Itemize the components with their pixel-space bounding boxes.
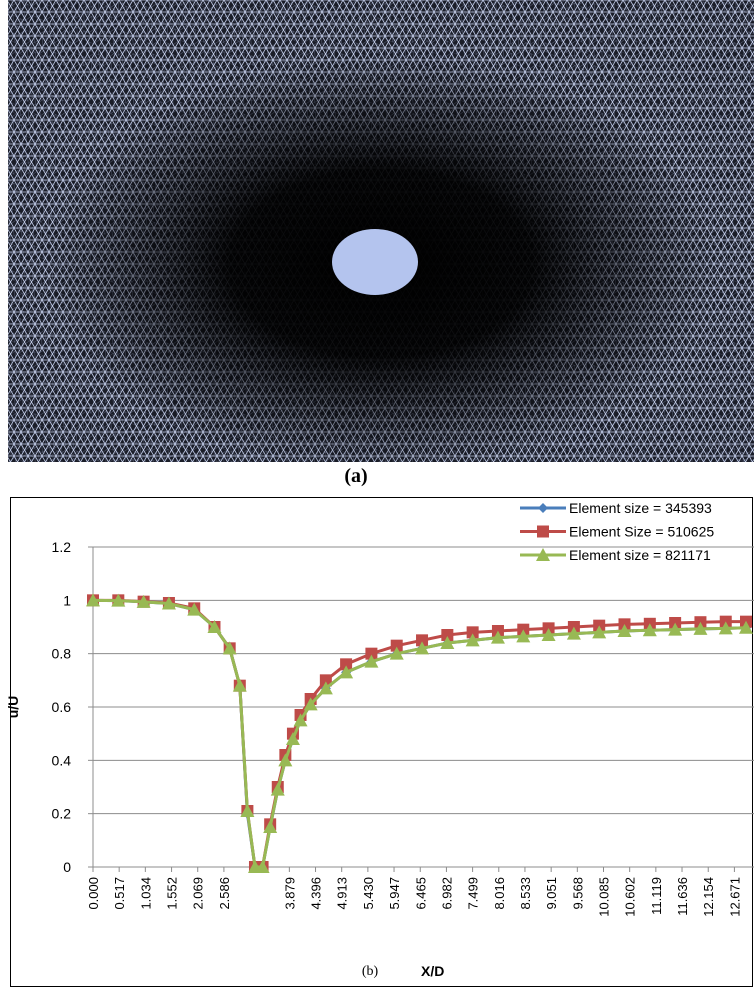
marker bbox=[207, 620, 222, 633]
cylinder bbox=[332, 229, 418, 295]
marker bbox=[111, 593, 126, 607]
x-tick-label: 6.982 bbox=[439, 877, 454, 910]
marker bbox=[718, 621, 733, 635]
panel-a-label: (a) bbox=[344, 465, 367, 487]
marker bbox=[136, 594, 151, 608]
x-tick-label: 5.430 bbox=[361, 877, 376, 910]
marker bbox=[86, 593, 100, 607]
legend-label: Element Size = 510625 bbox=[569, 524, 714, 540]
marker bbox=[642, 623, 657, 637]
x-axis-label: X/D bbox=[421, 963, 444, 979]
x-tick-label: 9.568 bbox=[570, 877, 585, 910]
x-tick-label: 6.465 bbox=[413, 877, 428, 910]
x-tick-label: 10.602 bbox=[623, 877, 638, 917]
marker bbox=[739, 620, 753, 634]
x-tick-label: 7.499 bbox=[466, 877, 481, 910]
marker bbox=[222, 641, 237, 655]
marker bbox=[364, 654, 379, 668]
caption: (b) bbox=[362, 964, 379, 979]
marker bbox=[293, 713, 308, 727]
legend-label: Element size = 821171 bbox=[569, 547, 711, 563]
marker bbox=[465, 633, 480, 647]
x-tick-label: 5.947 bbox=[387, 877, 402, 910]
marker bbox=[440, 636, 455, 649]
marker bbox=[240, 804, 255, 817]
marker bbox=[318, 681, 333, 695]
marker bbox=[566, 626, 581, 640]
marker bbox=[541, 628, 556, 641]
marker bbox=[490, 630, 505, 644]
x-tick-label: 8.533 bbox=[518, 877, 533, 910]
x-tick-label: 0.517 bbox=[112, 877, 127, 910]
marker bbox=[365, 647, 378, 660]
x-tick-label: 1.552 bbox=[165, 877, 180, 910]
chart-frame bbox=[10, 497, 753, 987]
legend-label: Element size = 345393 bbox=[569, 500, 712, 516]
marker bbox=[263, 820, 278, 833]
marker bbox=[187, 602, 202, 616]
legend-marker bbox=[537, 525, 549, 538]
marker bbox=[668, 622, 683, 636]
y-tick-label: 0.4 bbox=[52, 752, 72, 768]
x-tick-label: 0.000 bbox=[86, 877, 101, 910]
marker bbox=[592, 625, 607, 639]
marker bbox=[255, 860, 270, 873]
marker bbox=[285, 732, 300, 745]
marker bbox=[339, 665, 354, 679]
x-tick-label: 3.879 bbox=[282, 877, 297, 910]
x-tick-label: 9.051 bbox=[544, 877, 559, 910]
marker bbox=[441, 629, 454, 641]
x-tick-label: 11.636 bbox=[675, 877, 690, 916]
y-tick-label: 1 bbox=[63, 592, 71, 608]
marker bbox=[278, 753, 293, 767]
marker bbox=[232, 678, 247, 692]
x-tick-label: 1.034 bbox=[138, 877, 153, 910]
x-tick-label: 4.913 bbox=[335, 877, 350, 910]
legend-marker bbox=[536, 548, 550, 561]
marker bbox=[303, 697, 318, 711]
y-tick-label: 0.6 bbox=[52, 699, 72, 715]
x-tick-label: 12.154 bbox=[701, 877, 716, 917]
marker bbox=[340, 658, 353, 671]
marker bbox=[270, 782, 285, 796]
y-tick-label: 0.8 bbox=[52, 646, 72, 662]
marker bbox=[466, 626, 479, 639]
y-tick-label: 0.2 bbox=[52, 806, 72, 822]
x-tick-label: 11.119 bbox=[649, 877, 664, 915]
x-tick-label: 12.671 bbox=[727, 877, 742, 917]
legend-marker bbox=[538, 503, 548, 513]
marker bbox=[161, 596, 176, 610]
marker bbox=[415, 641, 430, 655]
x-tick-label: 8.016 bbox=[492, 877, 507, 910]
mesh-image bbox=[8, 0, 754, 462]
y-axis-label: u/U bbox=[5, 696, 21, 719]
marker bbox=[389, 646, 404, 660]
y-tick-label: 1.2 bbox=[52, 539, 72, 555]
y-tick-label: 0 bbox=[63, 859, 71, 875]
x-tick-label: 10.085 bbox=[597, 877, 612, 917]
marker bbox=[390, 639, 403, 652]
x-tick-label: 4.396 bbox=[309, 877, 324, 910]
x-tick-label: 2.069 bbox=[191, 877, 206, 910]
marker bbox=[617, 624, 632, 637]
marker bbox=[319, 674, 332, 687]
marker bbox=[416, 634, 429, 647]
marker bbox=[693, 621, 708, 635]
x-tick-label: 2.586 bbox=[217, 877, 232, 910]
marker bbox=[516, 629, 531, 643]
